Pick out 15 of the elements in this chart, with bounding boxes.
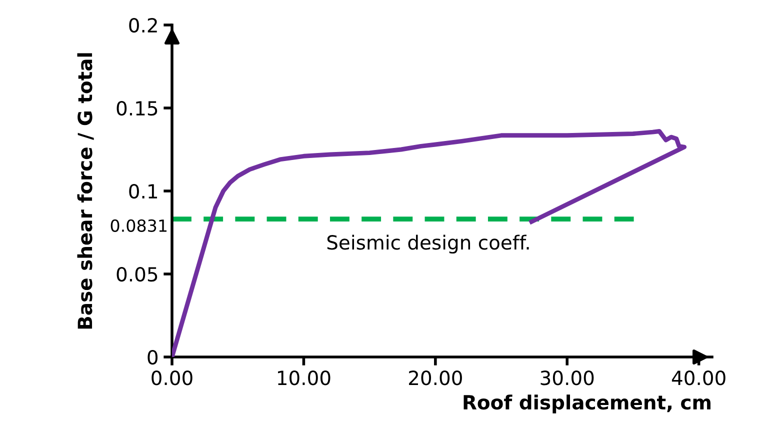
annotation: Seismic design coeff. xyxy=(327,234,529,254)
y-tick-label: 0.2 xyxy=(129,18,157,33)
x-tick-label: 30.00 xyxy=(540,370,594,386)
ref-line-label: 0.0831 xyxy=(110,219,167,232)
x-tick-label: 20.00 xyxy=(409,370,462,386)
y-axis-title: Base shear force / G total xyxy=(77,53,94,329)
y-tick-label: 0.05 xyxy=(116,266,158,282)
x-tick-label: 40.00 xyxy=(672,370,726,386)
y-tick-label: 0.1 xyxy=(129,184,158,199)
x-tick-label: 10.00 xyxy=(278,370,330,386)
y-tick-label: 0 xyxy=(148,350,158,365)
x-tick-label: 0.00 xyxy=(152,370,192,386)
y-tick-label: 0.15 xyxy=(116,100,158,116)
line-series xyxy=(172,129,687,357)
x-axis-title: Roof displacement, cm xyxy=(464,394,710,414)
